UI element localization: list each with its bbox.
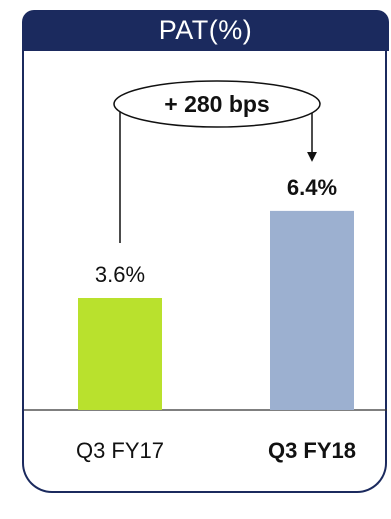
data-label-q3-fy18: 6.4% bbox=[287, 175, 337, 200]
bar-q3-fy17 bbox=[78, 298, 162, 410]
annotation-ellipse bbox=[113, 80, 321, 128]
chart-frame bbox=[22, 51, 387, 493]
x-tick-label-q3-fy18: Q3 FY18 bbox=[268, 438, 356, 463]
chart-header: PAT(%) bbox=[22, 10, 389, 51]
annotation-text: + 280 bps bbox=[164, 91, 269, 117]
chart-title: PAT(%) bbox=[158, 15, 253, 45]
bar-q3-fy18 bbox=[270, 210, 354, 410]
x-tick-label-q3-fy17: Q3 FY17 bbox=[76, 438, 164, 463]
data-label-q3-fy17: 3.6% bbox=[95, 262, 145, 287]
